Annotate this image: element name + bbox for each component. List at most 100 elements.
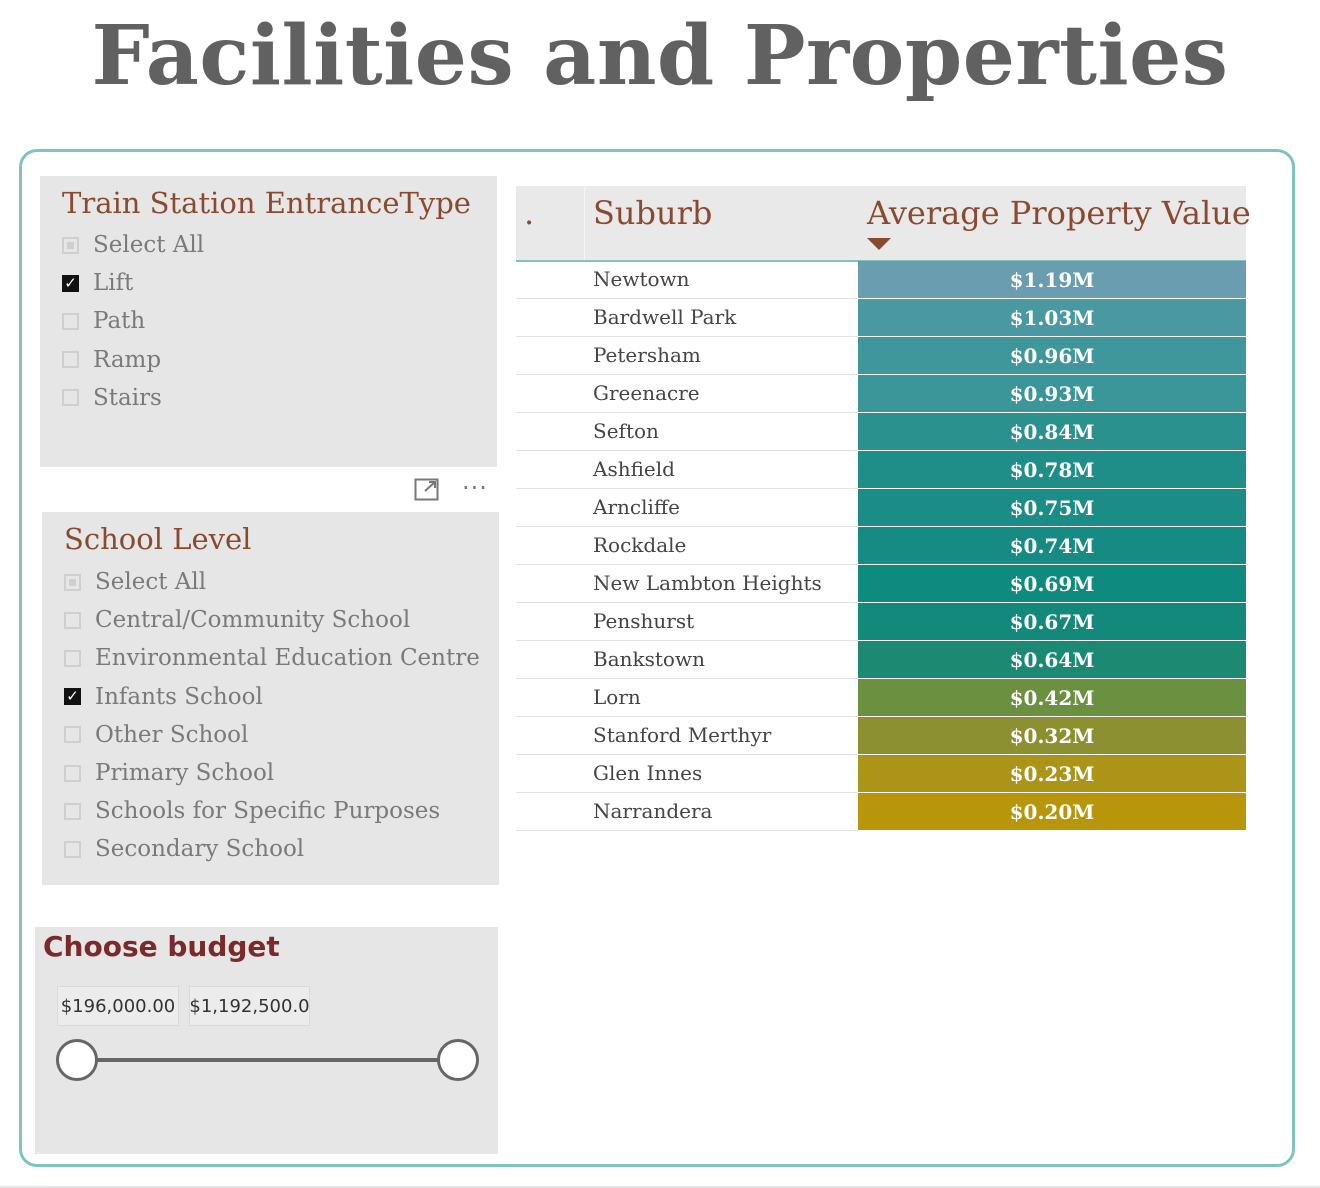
row-separator (516, 792, 858, 793)
table-cell-suburb: Greenacre (593, 381, 700, 405)
table-cell-suburb: Ashfield (593, 457, 675, 481)
row-separator (516, 830, 858, 831)
table-header (516, 186, 1246, 262)
budget-slider-track[interactable] (78, 1058, 458, 1062)
slicer-option-label: Select All (93, 232, 205, 258)
row-separator (516, 640, 858, 641)
slicer-option[interactable]: Central/Community School (64, 607, 410, 633)
slicer-option-label: Schools for Specific Purposes (95, 798, 441, 825)
checkbox-icon[interactable] (64, 764, 81, 782)
budget-title: Choose budget (43, 930, 280, 963)
slicer-option[interactable]: Schools for Specific Purposes (64, 798, 440, 824)
checkbox-icon[interactable] (62, 351, 79, 369)
table-cell-suburb: Bankstown (593, 647, 705, 671)
column-header-suburb[interactable]: Suburb (593, 194, 713, 232)
school-slicer-title: School Level (64, 522, 252, 556)
slicer-option-label: Ramp (93, 346, 162, 373)
report-frame (19, 149, 1295, 1167)
table-cell-value: $0.69M (858, 565, 1246, 602)
budget-max-input[interactable]: $1,192,500.0 (189, 986, 310, 1026)
school-level-slicer (42, 512, 499, 885)
slicer-option-label: Central/Community School (95, 607, 411, 634)
table-cell-value: $1.19M (858, 261, 1246, 298)
table-cell-value: $0.93M (858, 375, 1246, 412)
train-slicer-title: Train Station EntranceType (62, 186, 471, 220)
slicer-option[interactable]: Ramp (62, 347, 161, 373)
row-separator (516, 412, 858, 413)
slicer-option-label: Secondary School (95, 836, 305, 863)
table-cell-suburb: Petersham (593, 343, 701, 367)
budget-min-handle[interactable] (56, 1039, 98, 1081)
slicer-option[interactable]: Select All (64, 569, 206, 595)
checkbox-icon[interactable] (64, 726, 81, 744)
table-cell-suburb: Lorn (593, 685, 641, 709)
row-separator (516, 450, 858, 451)
column-header-average-property-value[interactable]: Average Property Value (867, 194, 1251, 232)
slicer-option[interactable]: Other School (64, 722, 248, 748)
table-cell-value: $0.75M (858, 489, 1246, 526)
checkbox-icon[interactable] (64, 649, 81, 667)
row-separator (516, 488, 858, 489)
slicer-option[interactable]: Path (62, 308, 145, 334)
checkbox-icon[interactable] (64, 611, 81, 629)
slicer-option[interactable]: Select All (62, 232, 204, 258)
table-cell-suburb: Narrandera (593, 799, 713, 823)
slicer-option-label: Other School (95, 721, 249, 748)
slicer-option[interactable]: ✓ Infants School (64, 684, 263, 710)
row-separator (516, 526, 858, 527)
table-cell-value: $0.42M (858, 679, 1246, 716)
row-separator (516, 564, 858, 565)
table-cell-value: $0.20M (858, 793, 1246, 830)
row-separator (516, 298, 858, 299)
slicer-option-label: Infants School (95, 683, 263, 710)
table-cell-value: $0.78M (858, 451, 1246, 488)
header-divider (584, 186, 585, 260)
checkbox-checked-icon[interactable]: ✓ (64, 688, 81, 706)
row-separator (516, 336, 858, 337)
table-cell-suburb: Bardwell Park (593, 305, 737, 329)
slicer-option-label: Lift (93, 270, 134, 297)
table-cell-suburb: Rockdale (593, 533, 687, 557)
slicer-option-label: Primary School (95, 760, 275, 786)
table-cell-value: $0.96M (858, 337, 1246, 374)
budget-max-handle[interactable] (437, 1039, 479, 1081)
checkbox-icon[interactable] (64, 802, 81, 820)
slicer-option[interactable]: Primary School (64, 760, 274, 786)
row-separator (516, 716, 858, 717)
sort-descending-icon[interactable] (866, 236, 892, 255)
table-cell-value: $0.67M (858, 603, 1246, 640)
row-separator (516, 754, 858, 755)
column-header-dot[interactable]: . (524, 194, 535, 232)
row-separator (516, 678, 858, 679)
table-cell-suburb: New Lambton Heights (593, 571, 822, 595)
row-separator (516, 602, 858, 603)
page-title: Facilities and Properties (91, 8, 1229, 104)
bottom-divider (0, 1186, 1320, 1188)
slicer-option[interactable]: ✓ Lift (62, 270, 133, 296)
table-cell-suburb: Arncliffe (593, 495, 680, 519)
table-cell-value: $0.84M (858, 413, 1246, 450)
slicer-option-label: Stairs (93, 384, 162, 411)
checkbox-icon[interactable] (64, 573, 81, 591)
checkbox-checked-icon[interactable]: ✓ (62, 274, 79, 292)
table-cell-suburb: Glen Innes (593, 761, 703, 785)
table-cell-suburb: Newtown (593, 267, 690, 291)
table-cell-suburb: Stanford Merthyr (593, 723, 772, 747)
slicer-option[interactable]: Stairs (62, 385, 162, 411)
slicer-option[interactable]: Environmental Education Centre (64, 645, 480, 671)
budget-min-input[interactable]: $196,000.00 (57, 986, 179, 1026)
checkbox-icon[interactable] (62, 236, 79, 254)
row-separator (516, 374, 858, 375)
slicer-option[interactable]: Secondary School (64, 836, 304, 862)
more-options-icon[interactable]: ··· (462, 474, 488, 502)
checkbox-icon[interactable] (64, 840, 81, 858)
table-cell-value: $0.64M (858, 641, 1246, 678)
budget-slicer (35, 927, 498, 1154)
train-entrance-slicer (40, 176, 497, 467)
slicer-option-label: Select All (95, 569, 207, 595)
checkbox-icon[interactable] (62, 389, 79, 407)
table-cell-value: $1.03M (858, 299, 1246, 336)
focus-mode-icon[interactable] (414, 478, 439, 501)
checkbox-icon[interactable] (62, 312, 79, 330)
table-cell-value: $0.74M (858, 527, 1246, 564)
